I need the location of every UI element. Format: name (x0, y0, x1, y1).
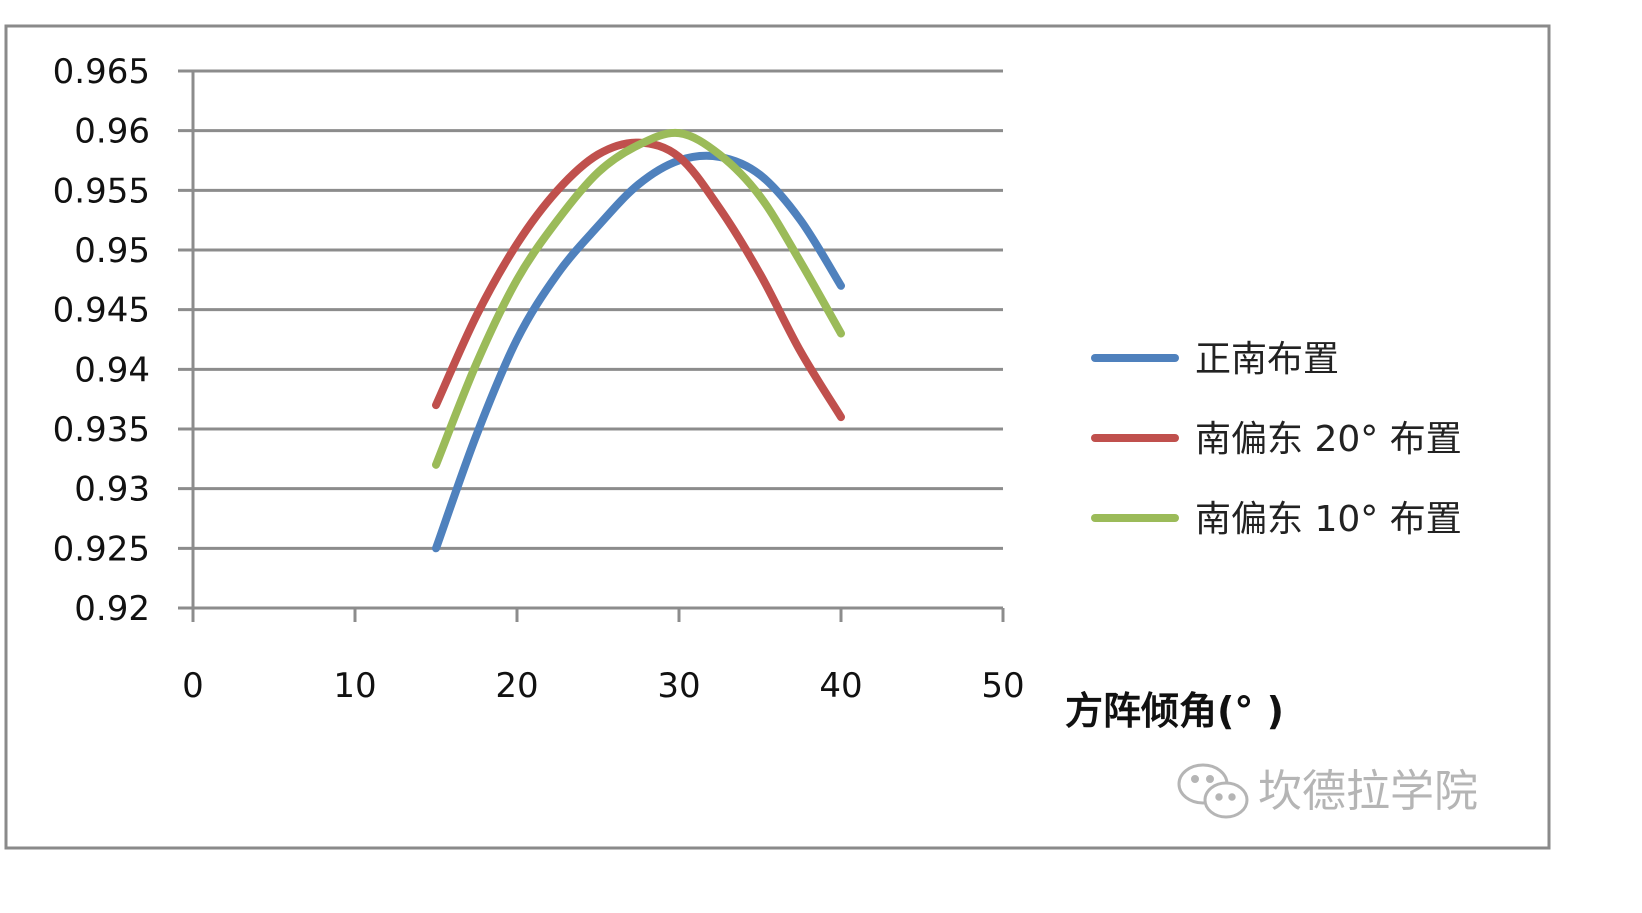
y-tick-label: 0.945 (53, 291, 150, 331)
x-tick-label: 10 (333, 666, 376, 706)
axes (191, 71, 1005, 622)
y-tick-label: 0.965 (53, 52, 150, 92)
y-tick-label: 0.92 (74, 589, 150, 629)
chart-frame (4, 24, 1551, 850)
wechat-icon (1177, 763, 1249, 819)
y-tick-label: 0.96 (74, 112, 150, 152)
y-tick-label: 0.93 (74, 470, 150, 510)
x-tick-label: 0 (182, 666, 204, 706)
x-tick-label: 50 (981, 666, 1024, 706)
y-tick-labels: 0.92 0.925 0.93 0.935 0.94 0.945 0.95 0.955 0.96… (53, 52, 150, 629)
y-tick-label: 0.94 (74, 350, 150, 390)
legend-label-2: 南偏东 10° 布置 (1195, 499, 1462, 540)
x-tick-labels: 0 10 20 30 40 50 (182, 666, 1024, 706)
watermark: 坎德拉学院 (1177, 763, 1478, 819)
series-lines (432, 128, 845, 553)
y-tick-label: 0.935 (53, 410, 150, 450)
y-tick-label: 0.955 (53, 171, 150, 211)
y-tick-label: 0.925 (53, 529, 150, 569)
x-tick-label: 40 (819, 666, 862, 706)
series-line-2 (432, 128, 845, 469)
watermark-text: 坎德拉学院 (1258, 766, 1478, 817)
x-tick-label: 20 (495, 666, 538, 706)
legend-label-0: 正南布置 (1195, 339, 1339, 380)
x-axis-label: 方阵倾角(° ) (1065, 689, 1284, 733)
y-tick-label: 0.95 (74, 231, 150, 271)
x-tick-label: 30 (657, 666, 700, 706)
series-line-0 (432, 151, 845, 553)
legend-label-1: 南偏东 20° 布置 (1195, 419, 1462, 460)
